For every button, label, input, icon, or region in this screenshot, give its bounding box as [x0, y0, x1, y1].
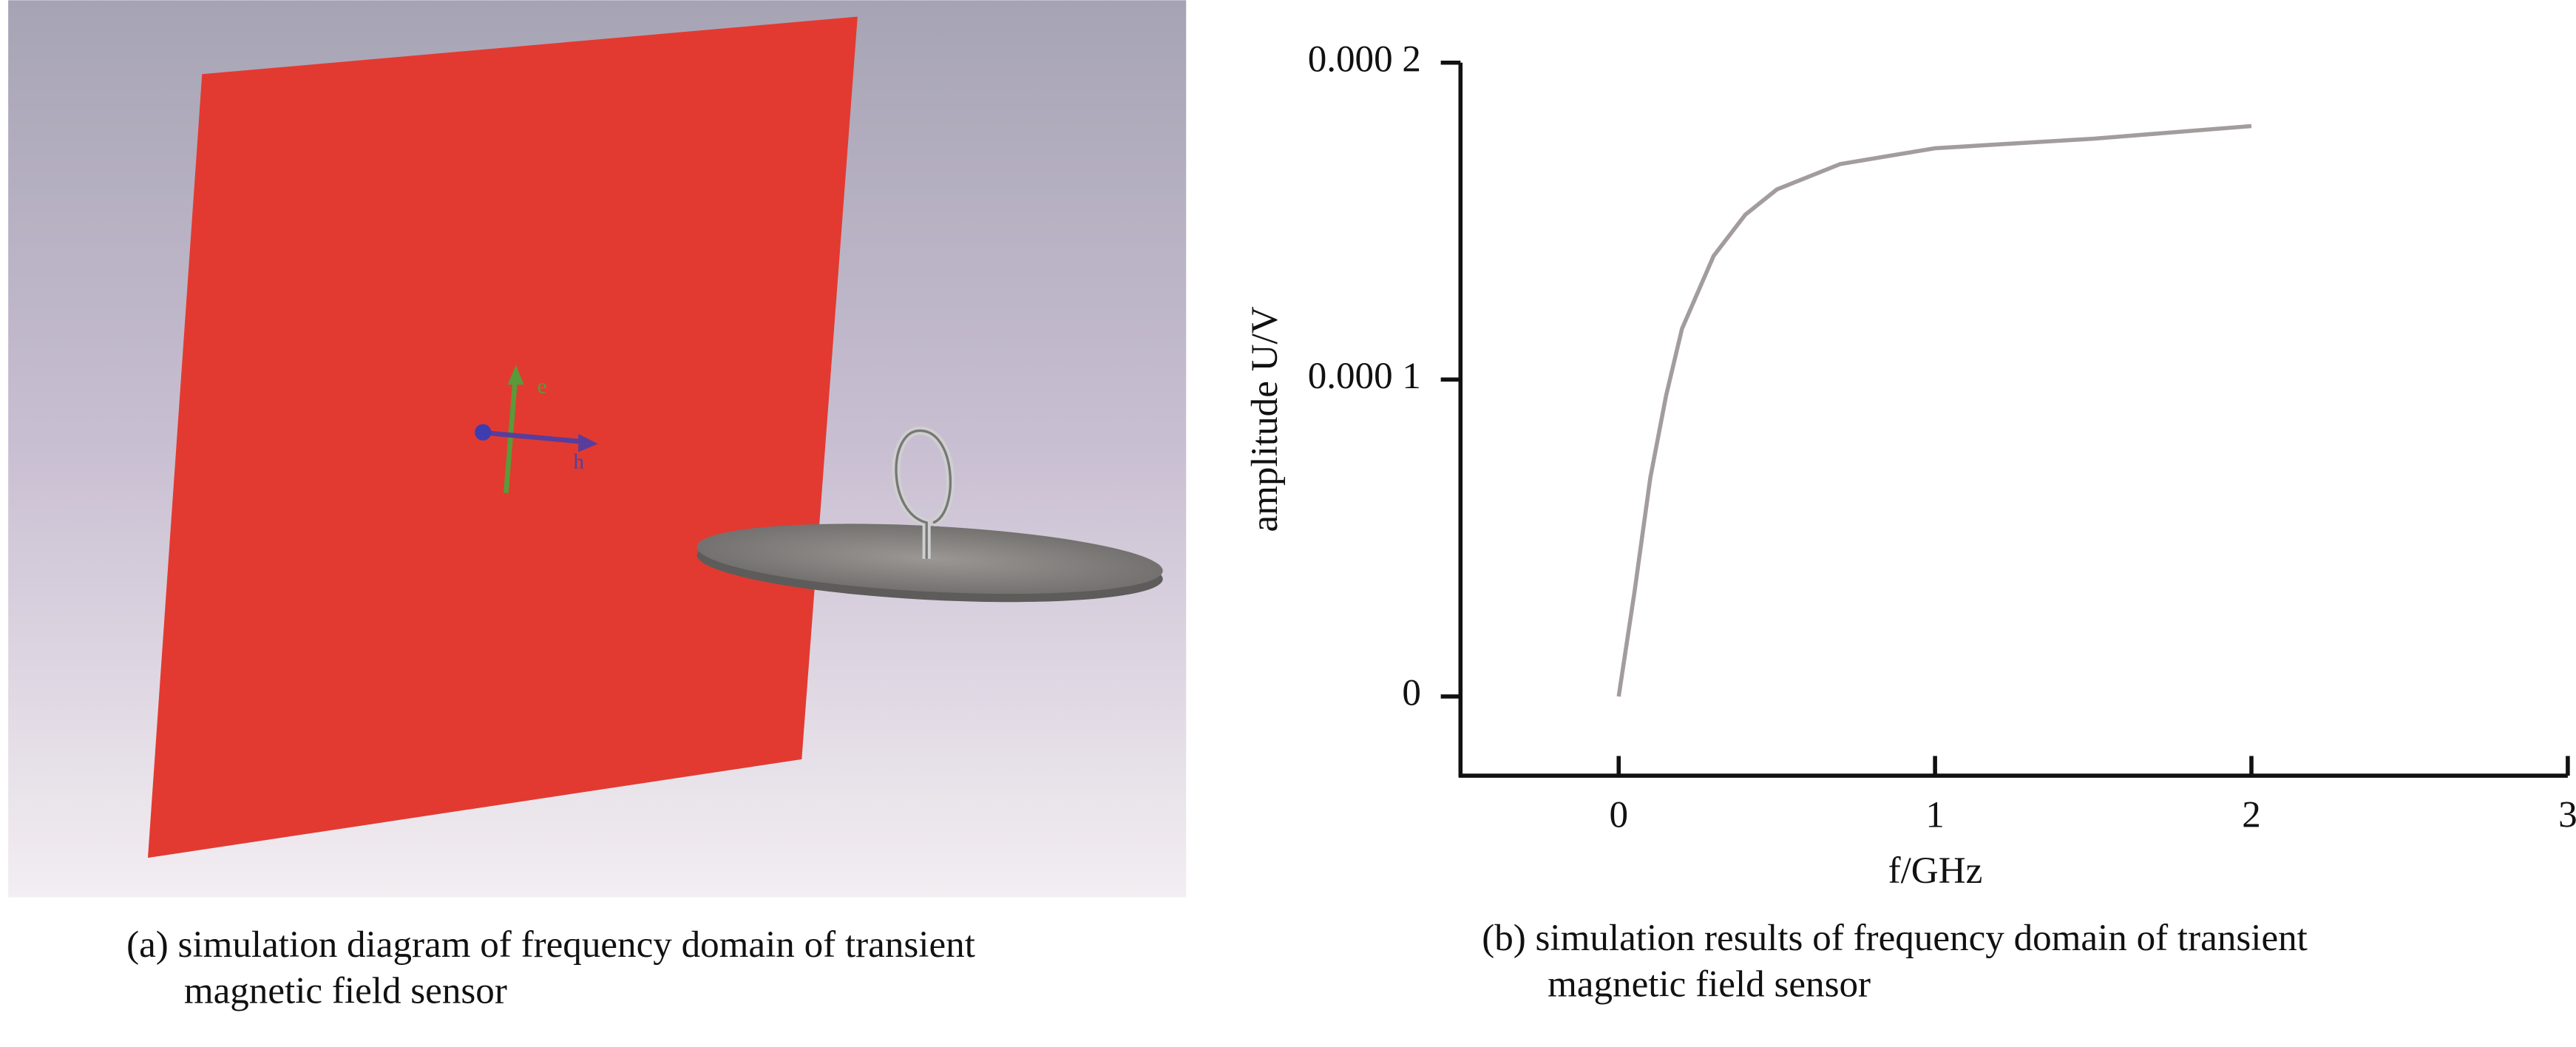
- y-tick-label: 0.000 2: [1308, 38, 1421, 80]
- h-arrow-head: [578, 433, 598, 453]
- caption-a: (a) simulation diagram of frequency doma…: [126, 924, 975, 966]
- origin-marker: [475, 424, 492, 441]
- x-tick-label: 1: [1925, 794, 1945, 836]
- e-label: e: [538, 374, 547, 398]
- plane-wave-port: [147, 16, 858, 858]
- plot: 0.000 2 0.000 1 0 0 1 2 3: [1308, 38, 2576, 836]
- sensor-loop-outline: [895, 429, 952, 559]
- x-axis-label: f/GHz: [1888, 850, 1983, 892]
- simulation-diagram: e h: [8, 0, 1187, 898]
- caption-a: magnetic field sensor: [184, 969, 507, 1012]
- x-tick-label: 2: [2242, 794, 2261, 836]
- y-tick-label: 0.000 1: [1308, 355, 1421, 397]
- data-line: [1616, 123, 2252, 697]
- x-tick-label: 0: [1609, 794, 1628, 836]
- caption-b: (b) simulation results of frequency doma…: [1482, 917, 2308, 959]
- y-tick-label: 0: [1402, 672, 1421, 714]
- h-label: h: [573, 450, 584, 474]
- caption-b: magnetic field sensor: [1548, 963, 1871, 1005]
- x-tick-label: 3: [2558, 794, 2576, 836]
- e-arrow-head: [507, 365, 524, 385]
- e-arrow: [504, 371, 519, 494]
- h-arrow: [479, 430, 589, 445]
- y-axis-label: amplitude U/V: [1244, 306, 1286, 532]
